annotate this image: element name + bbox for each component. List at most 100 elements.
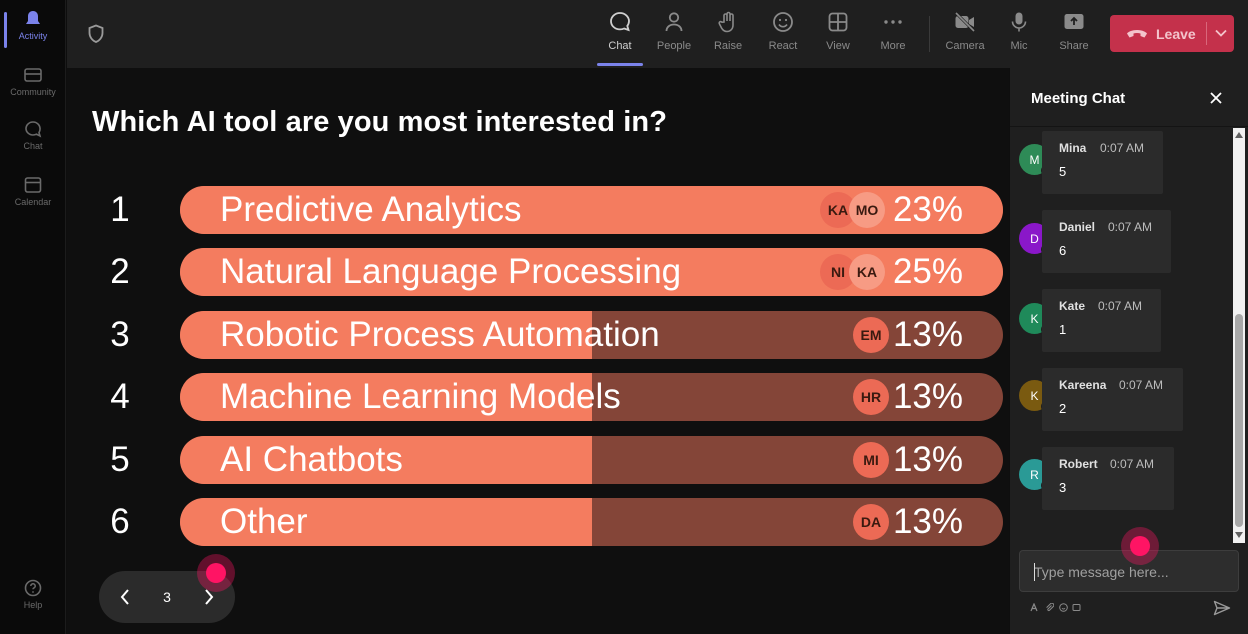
- option-percentage: 23%: [892, 190, 963, 229]
- poll-option[interactable]: 4 Machine Learning Models HR 13%: [67, 373, 1009, 421]
- scroll-down-arrow-icon[interactable]: [1235, 532, 1243, 538]
- community-icon: [24, 68, 42, 82]
- page-number: 3: [163, 589, 171, 605]
- option-label: Predictive Analytics: [220, 190, 522, 229]
- rail-label: Calendar: [14, 197, 52, 207]
- emoji-icon[interactable]: [1059, 603, 1068, 612]
- option-label: Machine Learning Models: [220, 377, 621, 416]
- poll-option[interactable]: 5 AI Chatbots MI 13%: [67, 436, 1009, 484]
- option-label: Robotic Process Automation: [220, 315, 660, 354]
- rail-item-chat[interactable]: Chat: [0, 120, 66, 151]
- share-icon: [1064, 14, 1084, 29]
- format-icon[interactable]: [1030, 603, 1039, 612]
- message-input[interactable]: [1034, 562, 1234, 582]
- rail-item-calendar[interactable]: Calendar: [0, 176, 66, 207]
- avatar-initial: R: [1030, 467, 1039, 482]
- option-bar: Machine Learning Models HR 13%: [180, 373, 1003, 421]
- poll-option[interactable]: 6 Other DA 13%: [67, 498, 1009, 546]
- toolbar-react-label: React: [768, 40, 798, 52]
- toolbar-view-button[interactable]: View: [814, 10, 862, 52]
- raise-hand-icon: [718, 11, 734, 33]
- option-bar-fill: [180, 498, 592, 546]
- toolbar-more-button[interactable]: More: [869, 10, 917, 52]
- option-percentage: 25%: [892, 252, 963, 291]
- option-label: Other: [220, 502, 308, 541]
- leave-button[interactable]: Leave: [1110, 15, 1234, 52]
- voter-avatar: HR: [853, 379, 889, 415]
- toolbar-people-label: People: [656, 40, 692, 52]
- scrollbar-thumb[interactable]: [1235, 314, 1243, 527]
- message-author: Kareena: [1059, 378, 1107, 392]
- message-text: 3: [1059, 480, 1067, 495]
- chat-message: Kareena 0:07 AM 2: [1042, 368, 1183, 431]
- message-text: 2: [1059, 401, 1067, 416]
- avatar-initial: D: [1030, 231, 1039, 246]
- option-percentage: 13%: [892, 440, 963, 479]
- chevron-left-icon[interactable]: [119, 588, 131, 606]
- grid-icon: [828, 12, 848, 32]
- app-rail: Activity Community Chat Calendar Help: [0, 0, 66, 634]
- voter-avatar: MO: [849, 192, 885, 228]
- message-time: 0:07 AM: [1110, 457, 1155, 471]
- chevron-down-icon[interactable]: [1214, 27, 1228, 39]
- message-author: Daniel: [1059, 220, 1096, 234]
- poll-option[interactable]: 2 Natural Language Processing NI KA 25%: [67, 248, 1009, 296]
- chat-header-divider: [1010, 126, 1248, 127]
- toolbar-more-label: More: [880, 40, 906, 52]
- message-author: Kate: [1059, 299, 1086, 313]
- rail-item-help[interactable]: Help: [0, 579, 66, 610]
- toolbar-raise-label: Raise: [713, 40, 743, 52]
- option-bar-fill: [180, 436, 592, 484]
- chat-message: Mina 0:07 AM 5: [1042, 131, 1163, 194]
- gif-icon[interactable]: [1072, 603, 1081, 612]
- calendar-icon: [24, 177, 42, 193]
- send-icon[interactable]: [1213, 600, 1231, 616]
- poll-option[interactable]: 3 Robotic Process Automation EM 13%: [67, 311, 1009, 359]
- poll-option[interactable]: 1 Predictive Analytics KA MO 23%: [67, 186, 1009, 234]
- more-icon: [884, 20, 902, 24]
- toolbar-raise-button[interactable]: Raise: [704, 10, 752, 52]
- message-author: Mina: [1059, 141, 1087, 155]
- toolbar-divider: [929, 16, 930, 52]
- rail-label: Chat: [23, 141, 43, 151]
- leave-label: Leave: [1156, 25, 1196, 42]
- message-time: 0:07 AM: [1108, 220, 1153, 234]
- scroll-up-arrow-icon[interactable]: [1235, 132, 1243, 138]
- option-number: 1: [110, 190, 130, 229]
- option-percentage: 13%: [892, 377, 963, 416]
- message-time: 0:07 AM: [1119, 378, 1164, 392]
- avatar-initial: K: [1030, 388, 1039, 403]
- option-bar: AI Chatbots MI 13%: [180, 436, 1003, 484]
- chat-scrollbar[interactable]: [1233, 128, 1245, 543]
- option-number: 6: [110, 502, 130, 541]
- message-author: Robert: [1059, 457, 1098, 471]
- close-icon[interactable]: [1209, 91, 1223, 105]
- option-label: AI Chatbots: [220, 440, 403, 479]
- toolbar-react-button[interactable]: React: [759, 10, 807, 52]
- rail-label: Help: [23, 600, 43, 610]
- message-text: 5: [1059, 164, 1067, 179]
- toolbar-chat-button[interactable]: Chat: [596, 10, 644, 52]
- message-compose-box[interactable]: [1019, 550, 1239, 592]
- toolbar-people-button[interactable]: People: [650, 10, 698, 52]
- attach-icon[interactable]: [1045, 603, 1054, 612]
- chevron-right-icon[interactable]: [203, 588, 215, 606]
- voter-avatar: KA: [849, 254, 885, 290]
- rail-item-activity[interactable]: Activity: [0, 10, 66, 48]
- option-bar-fill: [180, 311, 592, 359]
- help-icon: [24, 579, 42, 597]
- message-time: 0:07 AM: [1100, 141, 1145, 155]
- toolbar-camera-button[interactable]: Camera: [941, 10, 989, 52]
- chat-icon: [610, 12, 630, 32]
- shield-icon[interactable]: [87, 24, 105, 44]
- toolbar-mic-label: Mic: [1010, 40, 1028, 52]
- option-bar: Natural Language Processing NI KA 25%: [180, 248, 1003, 296]
- toolbar-share-button[interactable]: Share: [1050, 10, 1098, 52]
- chat-message: Robert 0:07 AM 3: [1042, 447, 1174, 510]
- option-number: 3: [110, 315, 130, 354]
- toolbar-mic-button[interactable]: Mic: [995, 10, 1043, 52]
- bell-icon: [26, 11, 40, 24]
- option-percentage: 13%: [892, 315, 963, 354]
- rail-item-community[interactable]: Community: [0, 66, 66, 97]
- toolbar-view-label: View: [826, 40, 850, 52]
